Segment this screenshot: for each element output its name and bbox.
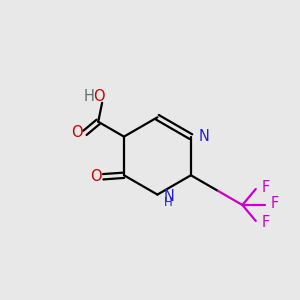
Text: H: H [164, 196, 173, 209]
Text: O: O [72, 125, 83, 140]
Text: H: H [83, 89, 94, 104]
Text: N: N [164, 189, 175, 204]
Text: O: O [90, 169, 101, 184]
Text: F: F [271, 196, 279, 211]
Text: F: F [262, 180, 270, 195]
Text: N: N [198, 128, 209, 143]
Text: F: F [262, 215, 270, 230]
Text: O: O [93, 89, 105, 104]
